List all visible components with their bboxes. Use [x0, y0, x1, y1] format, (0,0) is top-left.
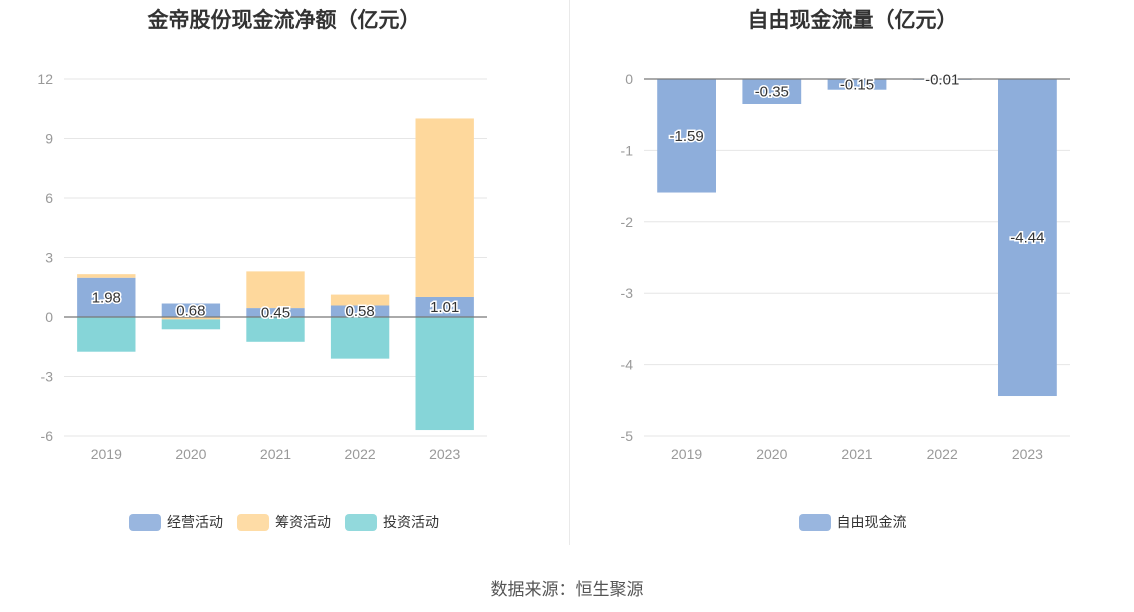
data-label: 0.58 [345, 303, 374, 320]
y-tick-label: -4 [621, 357, 634, 373]
x-tick-label: 2020 [175, 446, 206, 462]
bar [415, 317, 474, 431]
data-label: -1.59 [669, 128, 703, 145]
chart-legend: 经营活动 筹资活动 投资活动 [0, 512, 568, 532]
x-tick-label: 2021 [841, 446, 872, 462]
bar [161, 319, 221, 330]
y-tick-label: -6 [41, 428, 54, 444]
x-tick-label: 2019 [671, 446, 702, 462]
bar [742, 79, 802, 104]
bar [246, 271, 305, 309]
chart-title: 金帝股份现金流净额（亿元） [147, 9, 421, 32]
legend-swatch [237, 513, 269, 531]
bar [77, 277, 136, 317]
y-tick-label: -3 [621, 285, 634, 301]
legend-item[interactable]: 经营活动 [129, 512, 223, 532]
bar [998, 79, 1057, 397]
x-tick-label: 2023 [429, 446, 460, 462]
bar [161, 303, 221, 317]
bar [246, 308, 305, 317]
bar [415, 296, 474, 317]
data-label: 0.45 [261, 305, 290, 322]
bar [827, 79, 887, 90]
free-cash-flow-chart: 0 -1 -2 -3 -4 -5 2019 2020 2021 2022 2023 -1.59 -0.3… [621, 70, 1070, 462]
legend-item[interactable]: 筹资活动 [237, 512, 331, 532]
bar [415, 118, 474, 297]
bar [246, 317, 305, 342]
y-tick-label: 9 [45, 131, 53, 147]
y-tick-label: 6 [45, 190, 53, 206]
data-label: -0.15 [840, 76, 874, 93]
bar [161, 317, 221, 320]
y-tick-label: -3 [41, 369, 54, 385]
bar [657, 79, 716, 193]
legend-swatch [129, 513, 161, 531]
legend-label: 经营活动 [167, 514, 223, 530]
bar [330, 305, 390, 317]
x-tick-label: 2020 [756, 446, 787, 462]
x-tick-label: 2022 [927, 446, 958, 462]
legend-label: 筹资活动 [275, 514, 331, 530]
legend-label: 投资活动 [383, 514, 439, 530]
x-tick-label: 2022 [345, 446, 376, 462]
bar [77, 317, 136, 352]
panel-divider [569, 0, 570, 545]
legend-item[interactable]: 自由现金流 [798, 512, 907, 532]
x-tick-label: 2019 [91, 446, 122, 462]
x-tick-label: 2023 [1012, 446, 1043, 462]
x-tick-label: 2021 [260, 446, 291, 462]
data-label: -4.44 [1010, 230, 1044, 247]
y-tick-label: -2 [621, 214, 634, 230]
bar [77, 274, 136, 278]
data-label: -0.01 [925, 71, 959, 88]
data-label: 1.01 [430, 299, 459, 316]
cash-flow-chart-panel: 金帝股份现金流净额（亿元） 12 9 6 3 0 -3 -6 2019 2020 2021 2022… [0, 0, 568, 545]
chart-title: 自由现金流量（亿元） [747, 9, 958, 32]
data-label: -0.35 [755, 83, 789, 100]
data-label: 1.98 [92, 289, 121, 306]
data-source-note: 数据来源：恒生聚源 [490, 580, 644, 599]
bar [330, 294, 390, 306]
legend-label: 自由现金流 [836, 514, 907, 530]
legend-swatch [345, 513, 377, 531]
y-tick-label: -5 [621, 428, 634, 444]
y-tick-label: 0 [45, 309, 53, 325]
y-tick-label: 3 [45, 250, 53, 266]
y-tick-label: 12 [37, 71, 53, 87]
legend-swatch [798, 513, 831, 531]
data-label: 0.68 [176, 302, 205, 319]
cash-flow-chart: 12 9 6 3 0 -3 -6 2019 2020 2021 2022 2023 1.98 0.68 0.… [37, 71, 487, 462]
y-tick-label: -1 [621, 142, 634, 158]
chart-legend: 自由现金流 [571, 512, 1134, 532]
legend-item[interactable]: 投资活动 [345, 512, 439, 532]
bar [330, 317, 390, 359]
free-cash-flow-chart-panel: 自由现金流量（亿元） 0 -1 -2 -3 -4 -5 2019 2020 2021 2022 20… [571, 0, 1134, 545]
y-tick-label: 0 [625, 71, 633, 87]
